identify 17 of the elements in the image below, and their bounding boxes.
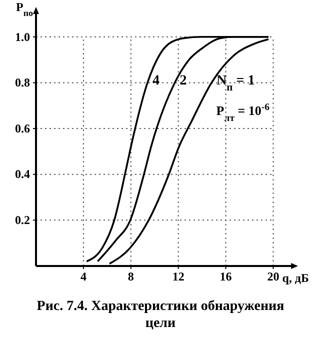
y-tick-label: 1.0: [15, 30, 30, 44]
x-tick-label: 20: [267, 270, 280, 284]
x-tick-label: 4: [80, 270, 86, 284]
annotation: P$_{лт}$ = 10$^{-6}$: [216, 101, 270, 124]
y-tick-label: 0.4: [15, 167, 30, 182]
y-tick-label: 0.8: [15, 76, 30, 90]
y-tick-label: 0.6: [15, 121, 30, 136]
x-tick-label: 16: [220, 270, 232, 284]
text: Рис. 7.4. Характеристики обнаружения цели: [36, 299, 285, 331]
y-axis-title: P$_{по}$: [16, 0, 34, 18]
series-label: 4: [152, 74, 160, 89]
x-tick-label: 12: [172, 270, 184, 284]
series-label: 2: [180, 74, 187, 89]
series-label: N$_{п}$ = 1: [216, 74, 255, 94]
y-tick-label: 0.2: [15, 213, 30, 228]
x-axis-title: q, дБ: [282, 271, 309, 285]
x-tick-label: 8: [128, 270, 134, 284]
